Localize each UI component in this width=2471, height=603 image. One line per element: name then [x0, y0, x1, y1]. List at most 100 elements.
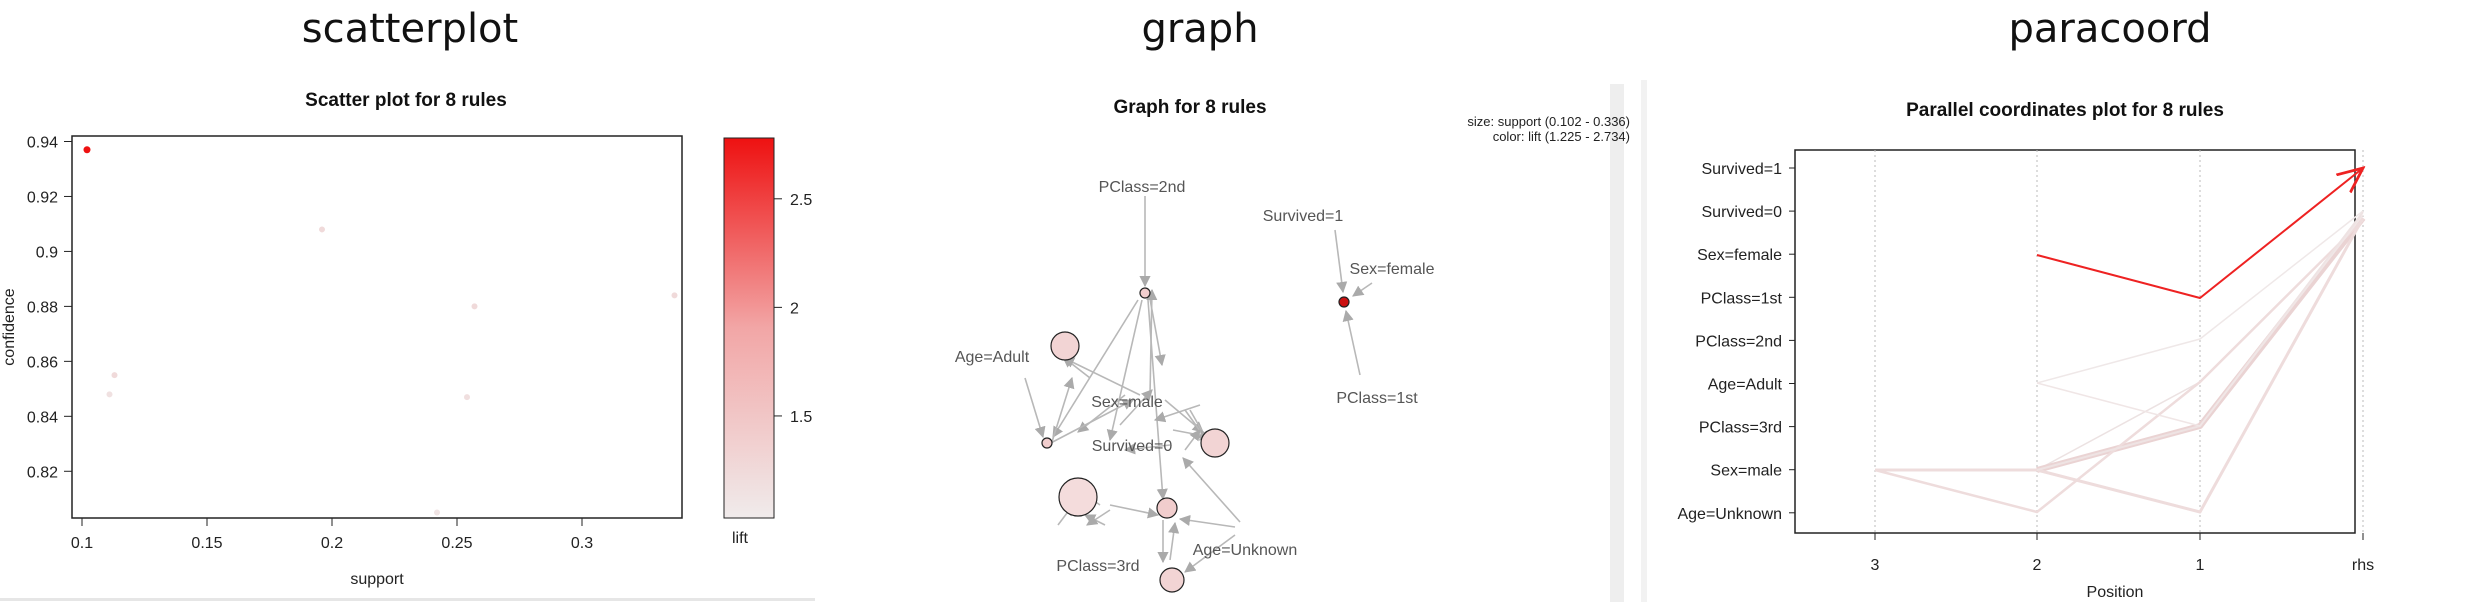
x-tick-label: 0.25: [441, 535, 472, 552]
scatter-point: [671, 292, 678, 299]
x-tick-label: 0.3: [571, 535, 593, 552]
y-item-label: Survived=1: [1702, 161, 1783, 178]
x-tick-label: 3: [1871, 557, 1880, 574]
graph-color-legend: color: lift (1.225 - 2.734): [1493, 129, 1630, 144]
graph-label: PClass=1st: [1336, 390, 1418, 407]
edge: [1153, 404, 1201, 423]
y-tick-label: 0.92: [27, 189, 58, 206]
edge: [1086, 509, 1111, 526]
scatter-x-axis: 0.1 0.15 0.2 0.25 0.3: [71, 518, 593, 552]
rule-line: [2036, 214, 2364, 427]
edge: [1119, 389, 1153, 426]
paracoord-y-axis: Survived=1 Survived=0 Sex=female PClass=1st…: [1677, 161, 1795, 523]
graph-node: [1139, 287, 1151, 299]
y-tick-label: 0.86: [27, 354, 58, 371]
edge: [1052, 299, 1139, 438]
graph-label: Survived=1: [1263, 208, 1344, 225]
graph-node: [1041, 437, 1053, 449]
edge: [1184, 429, 1201, 451]
y-item-label: Sex=male: [1710, 463, 1782, 480]
y-item-label: Sex=female: [1697, 247, 1782, 264]
graph-heading: graph: [1141, 6, 1259, 52]
y-tick-label: 0.88: [27, 299, 58, 316]
graph-label: Age=Unknown: [1193, 542, 1298, 559]
scatter-y-label: confidence: [1, 288, 18, 365]
scatter-point: [464, 394, 470, 401]
edge: [1050, 376, 1075, 446]
edge: [1044, 399, 1134, 447]
scatter-y-axis: 0.82 0.84 0.86 0.88 0.9 0.92 0.94: [27, 134, 72, 481]
paracoord-gridlines: [1874, 150, 2364, 533]
edge: [1123, 443, 1171, 455]
scatter-points: [83, 146, 678, 516]
colorbar-tick-label: 2: [790, 300, 799, 317]
graph-node: [1050, 331, 1080, 361]
edge: [1106, 299, 1143, 442]
edge: [1334, 229, 1348, 294]
edge: [1178, 514, 1236, 528]
y-tick-label: 0.82: [27, 464, 58, 481]
rule-line: [1875, 217, 2365, 514]
scatter-x-label: support: [350, 571, 404, 588]
graph-label: Sex=female: [1350, 261, 1435, 278]
paracoord-rules: [1874, 168, 2365, 514]
x-tick-label: 0.1: [71, 535, 93, 552]
graph-label: PClass=2nd: [1099, 179, 1186, 196]
paracoord-x-axis: 3 2 1 rhs: [1871, 533, 2374, 574]
edge: [1146, 288, 1158, 396]
scatter-point: [111, 372, 118, 379]
bottom-divider: [0, 598, 815, 601]
colorbar-tick-label: 2.5: [790, 192, 812, 209]
scatter-point: [471, 303, 478, 310]
x-tick-label: 1: [2196, 557, 2205, 574]
y-item-label: Survived=0: [1702, 204, 1783, 221]
y-item-label: PClass=1st: [1701, 290, 1783, 307]
colorbar-tick-label: 1.5: [790, 409, 812, 426]
y-item-label: PClass=3rd: [1699, 420, 1782, 437]
rule-line: [2036, 210, 2364, 384]
paracoord-heading: paracoord: [2008, 6, 2212, 52]
edge: [1109, 504, 1160, 519]
rule-line-high-lift: [2036, 168, 2363, 299]
graph-node: [1200, 428, 1230, 458]
graph-label: Age=Adult: [955, 349, 1030, 366]
scatter-point: [319, 226, 325, 233]
graph-size-legend: size: support (0.102 - 0.336): [1467, 114, 1630, 129]
graph-title: Graph for 8 rules: [1113, 97, 1266, 118]
x-tick-label: 0.2: [321, 535, 343, 552]
x-tick-label: 0.15: [191, 535, 222, 552]
scatter-plot-area: [71, 135, 683, 519]
graph-node: [1159, 567, 1185, 593]
x-tick-label: 2: [2033, 557, 2042, 574]
y-tick-label: 0.9: [36, 244, 58, 261]
scatter-point: [83, 146, 91, 154]
edge: [1352, 282, 1373, 297]
graph-node: [1156, 497, 1178, 519]
scatterplot-heading: scatterplot: [301, 6, 519, 52]
y-tick-label: 0.94: [27, 134, 58, 151]
x-tick-label: rhs: [2352, 557, 2374, 574]
graph-label: Sex=male: [1091, 394, 1163, 411]
graph-label: Survived=0: [1092, 438, 1173, 455]
lift-colorbar-ticks: 1.5 2 2.5: [774, 192, 812, 426]
graph-labels: PClass=2nd Age=Adult Sex=male Survived=0…: [955, 179, 1435, 575]
y-item-label: Age=Unknown: [1677, 506, 1782, 523]
paracoord-plot-area: [1794, 149, 2356, 534]
lift-colorbar: [723, 137, 775, 519]
lift-legend-title: lift: [732, 530, 749, 547]
graph-edges: [1024, 196, 1373, 573]
paracoord-left-border: [1641, 80, 1647, 602]
graph-label: PClass=3rd: [1056, 558, 1139, 575]
rule-line: [1874, 219, 2364, 514]
graph-node-high-lift: [1338, 296, 1350, 308]
y-item-label: PClass=2nd: [1695, 333, 1782, 350]
graph-scrollbar[interactable]: [1610, 84, 1624, 602]
scatter-point: [106, 391, 113, 398]
edge: [1342, 309, 1361, 376]
edge: [1168, 521, 1180, 561]
edge: [1077, 394, 1126, 433]
paracoord-title: Parallel coordinates plot for 8 rules: [1906, 100, 2224, 121]
